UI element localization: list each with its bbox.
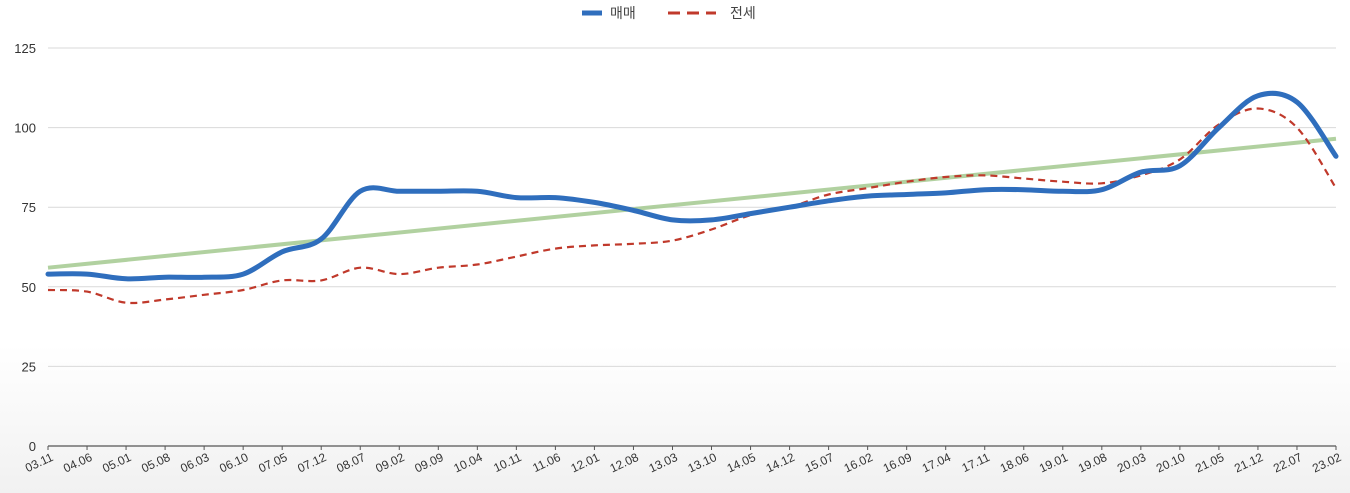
x-tick-label: 17.04 — [920, 450, 953, 476]
series-lines — [45, 90, 1339, 305]
x-tick-label: 15.07 — [803, 450, 836, 476]
x-tick-label: 17.11 — [960, 450, 993, 475]
x-tick-label: 10.11 — [491, 450, 524, 475]
y-tick-label: 75 — [22, 200, 36, 215]
legend-label-jeonse: 전세 — [730, 6, 756, 22]
x-tick-label: 04.06 — [61, 450, 94, 476]
x-tick-label: 21.12 — [1232, 450, 1265, 476]
x-tick-label: 12.01 — [569, 450, 602, 476]
grid-lines — [48, 47, 1336, 447]
x-tick-label: 13.03 — [647, 450, 680, 476]
y-tick-label: 50 — [22, 280, 36, 295]
x-tick-label: 19.08 — [1076, 450, 1109, 476]
legend-label-maemae: 매매 — [610, 6, 636, 22]
x-tick-label: 05.01 — [100, 450, 133, 476]
y-tick-label: 25 — [22, 359, 36, 374]
x-tick-label: 13.10 — [686, 450, 719, 476]
x-tick-label: 06.10 — [217, 450, 250, 476]
x-tick-label: 18.06 — [998, 450, 1031, 476]
x-tick-label: 09.02 — [373, 450, 406, 476]
x-tick-label: 08.07 — [334, 450, 367, 476]
x-tick-label: 10.04 — [451, 450, 484, 476]
y-axis: 0 25 50 75 100 125 — [14, 41, 36, 454]
y-tick-label: 125 — [14, 41, 36, 56]
trend-line — [47, 136, 1337, 270]
x-tick-label: 11.06 — [530, 450, 563, 475]
x-axis: 03.11 04.06 05.01 05.08 06.03 06.10 07.05 07.12… — [23, 446, 1344, 475]
x-tick-label: 16.02 — [842, 450, 875, 476]
x-tick-label: 22.07 — [1271, 450, 1304, 476]
x-tick-label: 07.12 — [295, 450, 328, 476]
x-tick-label: 12.08 — [608, 450, 641, 476]
y-tick-label: 0 — [29, 439, 36, 454]
x-tick-label: 21.05 — [1193, 450, 1226, 476]
x-tick-label: 20.10 — [1154, 450, 1187, 476]
legend: 매매 전세 — [582, 6, 756, 22]
x-tick-label: 06.03 — [178, 450, 211, 476]
x-tick-label: 14.05 — [725, 450, 758, 476]
x-tick-label: 23.02 — [1310, 450, 1343, 476]
x-tick-label: 19.01 — [1037, 450, 1070, 476]
x-tick-label: 20.03 — [1115, 450, 1148, 476]
x-tick-label: 05.08 — [139, 450, 172, 476]
x-tick-label: 16.09 — [881, 450, 914, 476]
x-tick-label: 14.12 — [764, 450, 797, 476]
x-tick-label: 07.05 — [256, 450, 289, 476]
y-tick-label: 100 — [14, 121, 36, 136]
series-line-maemae — [45, 90, 1339, 282]
x-tick-label: 09.09 — [412, 450, 445, 476]
